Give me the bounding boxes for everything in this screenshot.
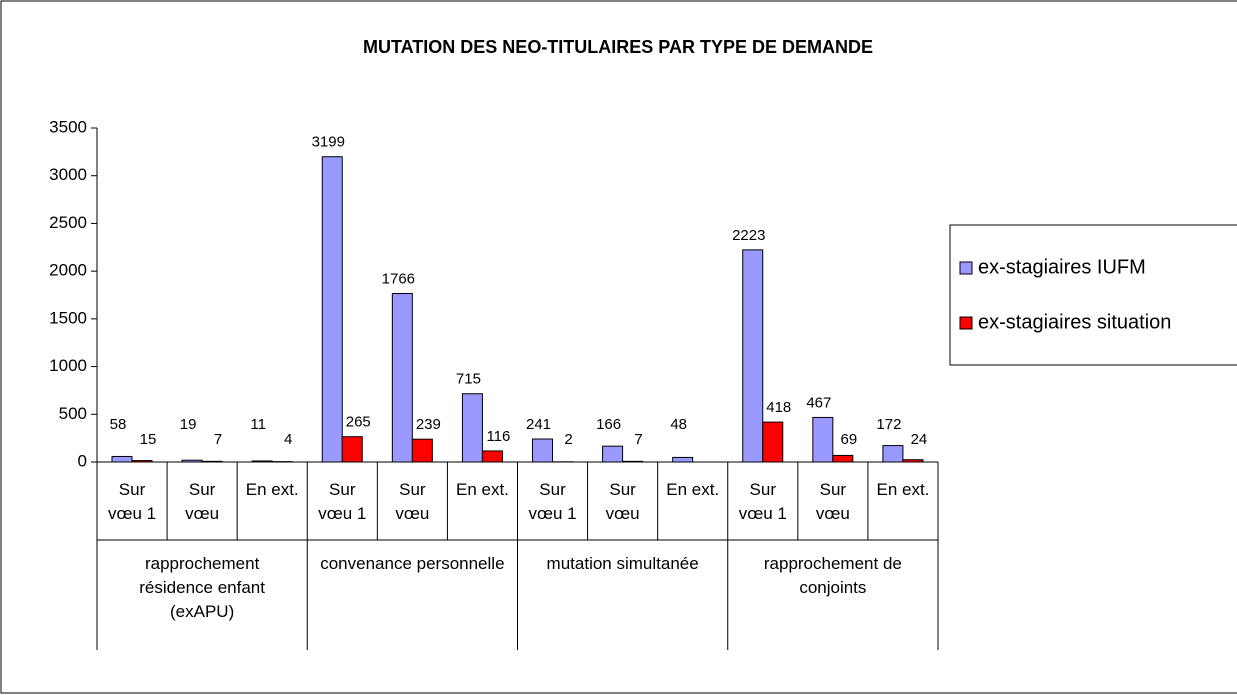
value-label: 58 (110, 416, 127, 433)
y-tick-label: 0 (78, 451, 87, 470)
bar (181, 459, 203, 463)
value-label: 11 (250, 416, 266, 433)
bar (341, 436, 363, 463)
bar (902, 459, 924, 463)
x-tick-label: Sur vœu 1 (528, 480, 577, 523)
bar (321, 156, 343, 463)
bar (622, 460, 644, 463)
group-label: convenance personnelle (320, 554, 505, 573)
value-label: 19 (180, 416, 197, 433)
legend-box (949, 224, 1237, 366)
x-tick-label: Sur vœu (815, 480, 850, 523)
x-tick-label: Sur vœu (605, 480, 640, 523)
x-tick-label: En ext. (245, 480, 299, 499)
x-tick-label: Sur vœu (185, 480, 220, 523)
value-label: 2223 (732, 227, 765, 244)
y-tick-label: 1000 (49, 356, 87, 375)
y-tick-label: 3000 (49, 165, 87, 184)
legend-swatch (959, 316, 973, 330)
bar (602, 445, 624, 463)
legend-label: ex-stagiaires IUFM (978, 256, 1146, 278)
y-tick-label: 500 (59, 404, 87, 423)
x-tick-label: Sur vœu 1 (738, 480, 787, 523)
bar (201, 460, 223, 463)
bar (481, 450, 503, 463)
bar (762, 421, 784, 463)
y-tick-label: 3500 (49, 117, 87, 136)
value-label: 24 (911, 431, 928, 448)
value-label: 265 (346, 414, 371, 431)
value-label: 172 (876, 416, 901, 433)
x-tick-label: Sur vœu (395, 480, 430, 523)
bar (131, 460, 153, 463)
bar (812, 416, 834, 463)
bar (832, 454, 854, 463)
chart-title: MUTATION DES NEO-TITULAIRES PAR TYPE DE … (363, 37, 873, 57)
group-label: rapprochement de conjoints (763, 554, 902, 597)
group-label: mutation simultanée (546, 554, 699, 573)
value-label: 1766 (382, 270, 415, 287)
value-label: 3199 (312, 134, 345, 151)
bar (672, 456, 694, 463)
value-label: 418 (766, 399, 791, 416)
bar (461, 393, 483, 463)
value-label: 7 (634, 431, 642, 448)
bar (251, 460, 273, 463)
value-label: 7 (214, 431, 222, 448)
bar (391, 292, 413, 463)
value-label: 239 (416, 416, 441, 433)
x-tick-label: Sur vœu 1 (107, 480, 157, 523)
legend-swatch (959, 261, 973, 275)
bar (411, 438, 433, 463)
value-label: 4 (284, 431, 292, 448)
x-tick-label: En ext. (455, 480, 509, 499)
value-label: 48 (670, 416, 687, 433)
bar (882, 445, 904, 463)
value-label: 69 (840, 431, 857, 448)
x-tick-label: En ext. (876, 480, 930, 499)
x-tick-label: En ext. (666, 480, 720, 499)
bar (742, 249, 764, 463)
y-tick-label: 2000 (49, 261, 87, 280)
value-label: 166 (596, 416, 621, 433)
group-label: rapprochement résidence enfant (exAPU) (139, 554, 265, 621)
value-label: 241 (526, 416, 551, 433)
bar (111, 455, 133, 463)
y-tick-label: 1500 (49, 308, 87, 327)
value-label: 116 (486, 428, 510, 445)
bar (532, 438, 553, 463)
value-label: 15 (140, 431, 157, 448)
legend-label: ex-stagiaires situation (978, 311, 1171, 333)
y-tick-label: 2500 (49, 213, 87, 232)
value-label: 715 (456, 371, 481, 388)
value-label: 2 (564, 431, 572, 448)
x-tick-label: Sur vœu 1 (318, 480, 367, 523)
value-label: 467 (806, 394, 831, 411)
